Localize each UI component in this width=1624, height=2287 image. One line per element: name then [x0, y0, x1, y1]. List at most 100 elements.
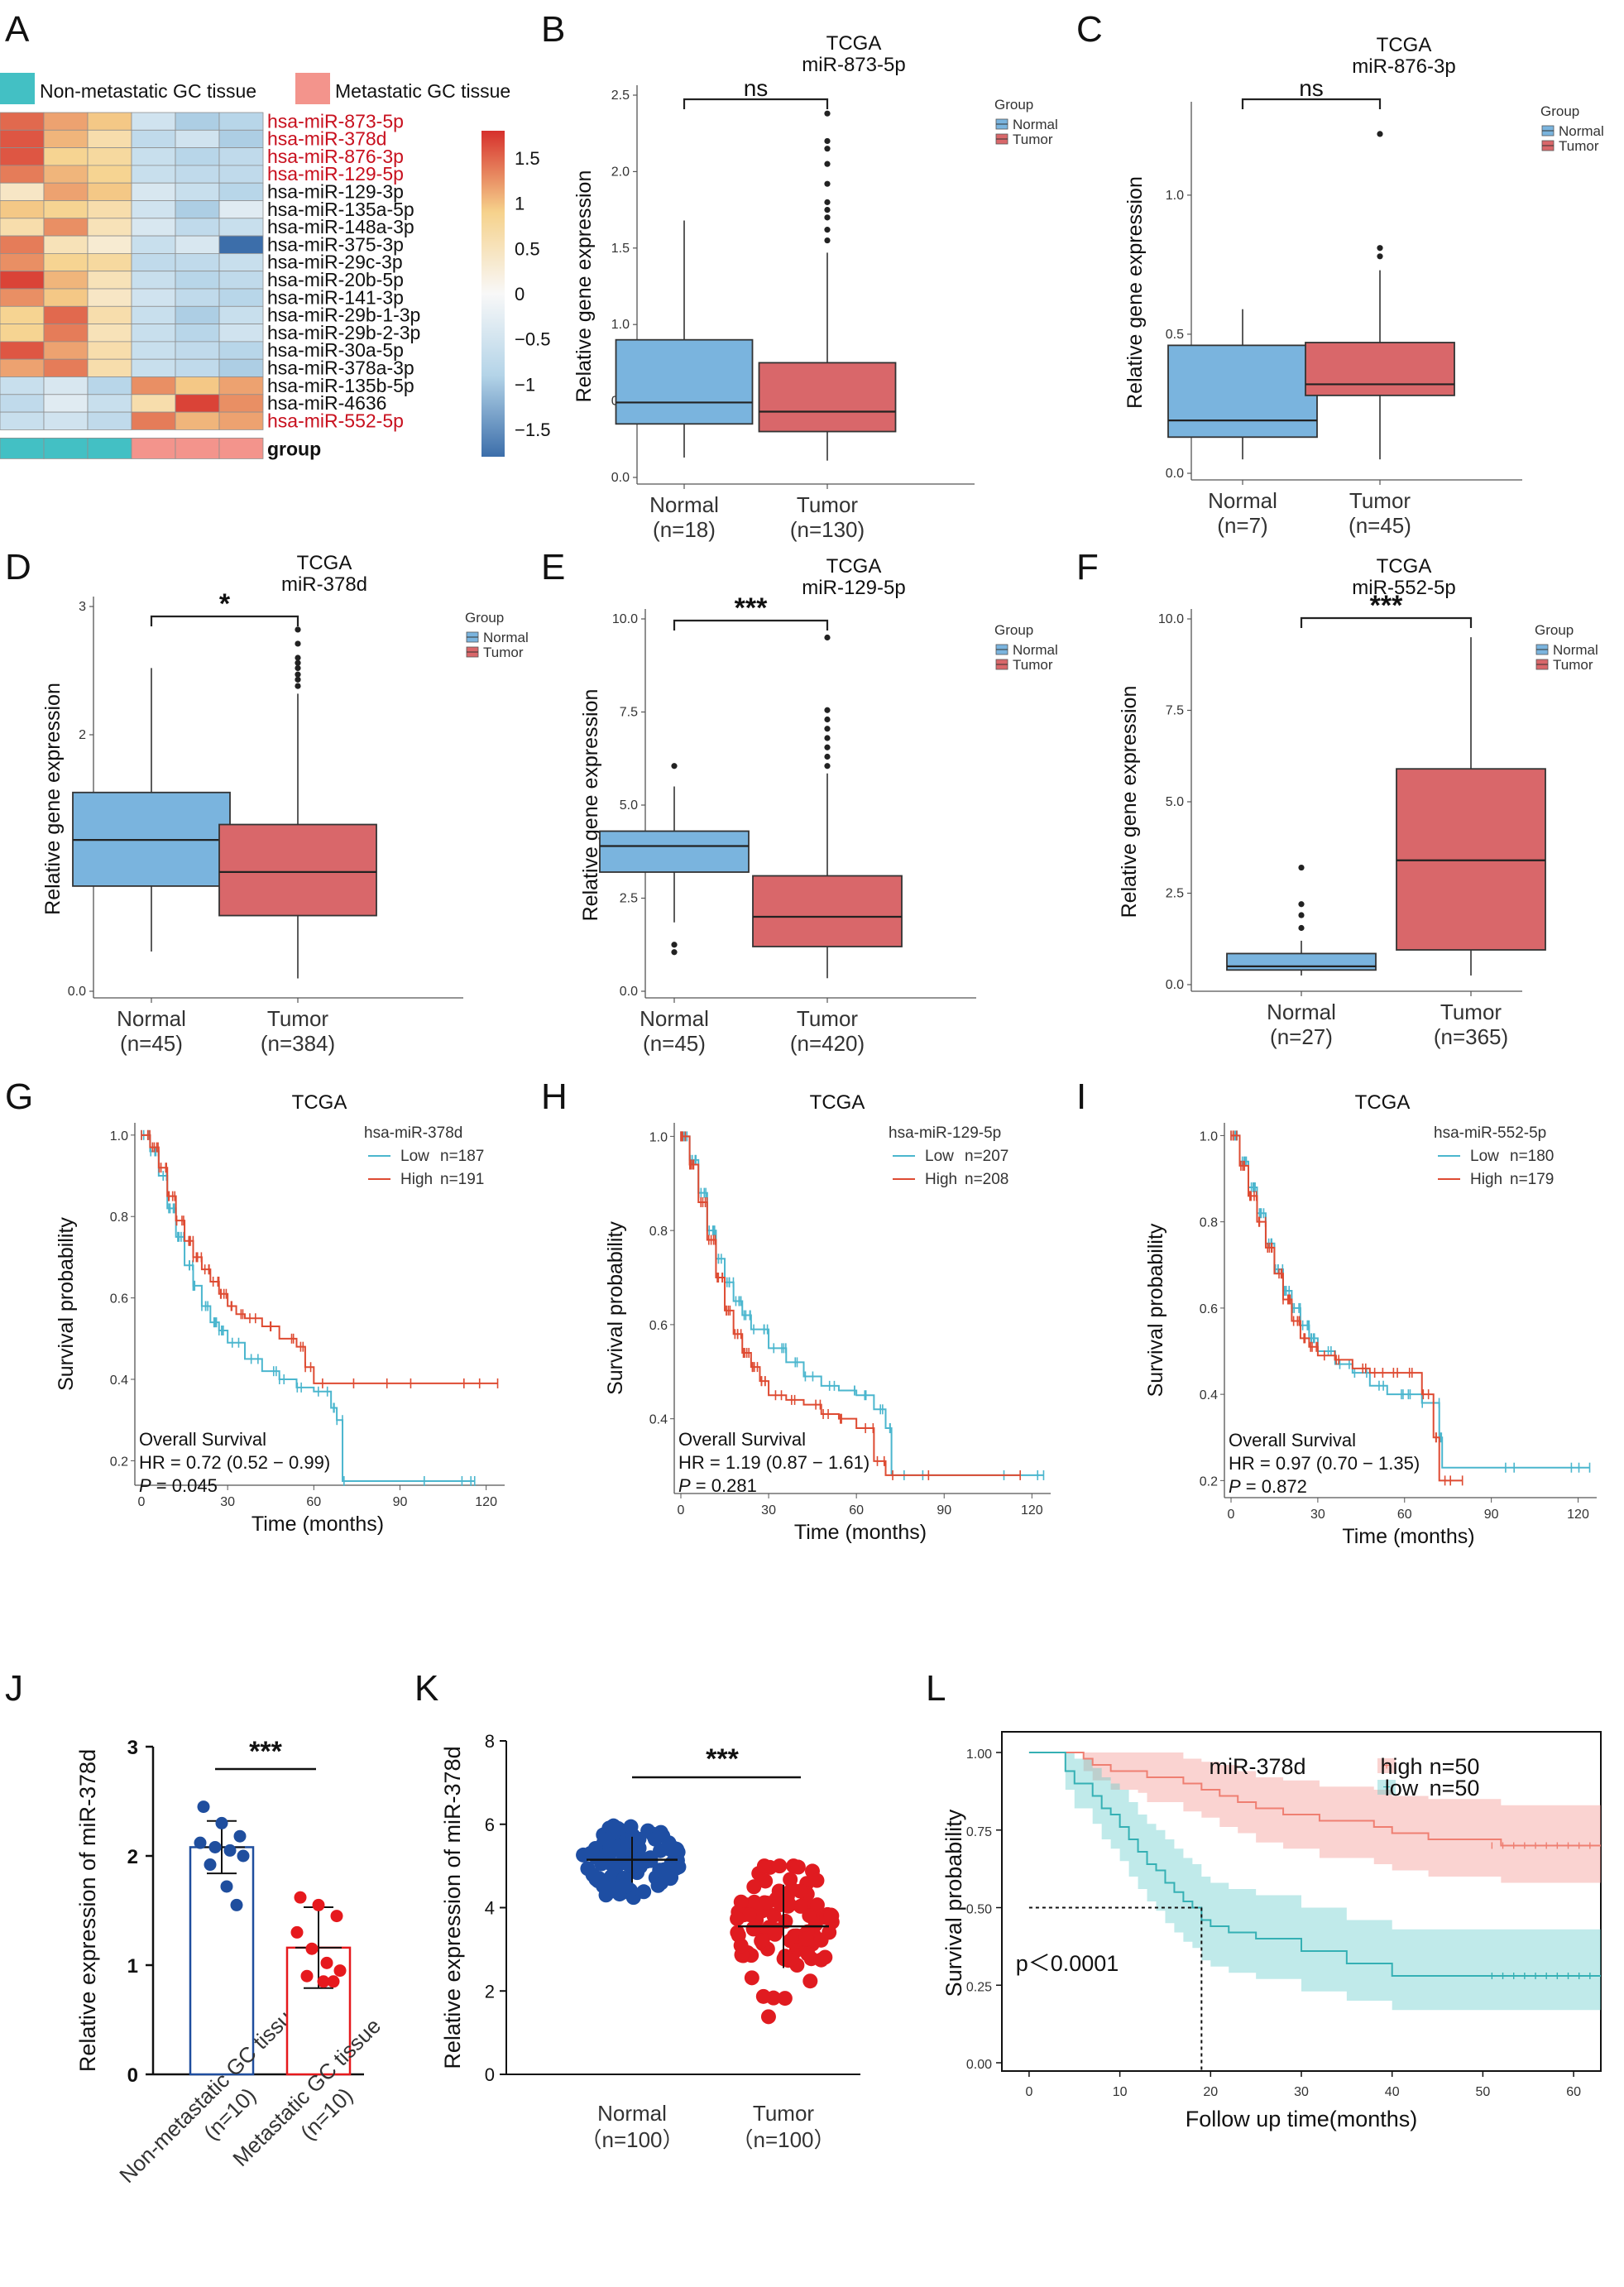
annotation-p-value: P = 0.045	[139, 1475, 218, 1496]
scatter-panel-k: 0 2 4 6 8 Relative expression of miR-378d Norm…	[440, 1731, 860, 2152]
legend-title: Group	[994, 97, 1033, 113]
legend-title: hsa-miR-552-5p	[1434, 1124, 1546, 1142]
heatmap-cell	[0, 200, 45, 219]
x-tick-label: 50	[1475, 2085, 1490, 2099]
heatmap-cell	[218, 129, 264, 149]
data-point	[580, 1861, 596, 1877]
x-tick-label: 40	[1385, 2085, 1400, 2099]
heatmap-cell	[0, 358, 45, 377]
outlier-point	[1298, 864, 1305, 871]
x-tick-label: 90	[393, 1495, 408, 1509]
heatmap-cell	[0, 376, 45, 396]
heatmap-row-label: hsa-miR-29c-3p	[267, 252, 403, 273]
data-point	[666, 1855, 682, 1871]
outlier-point	[1298, 912, 1305, 918]
x-category-n: (n=45)	[643, 1031, 706, 1056]
heatmap-cell	[87, 358, 132, 377]
group-bar-cell	[218, 438, 264, 459]
y-tick-label: 1.0	[1166, 189, 1184, 203]
x-tick-label: 30	[1310, 1508, 1325, 1522]
x-category-n: (n=45)	[1349, 513, 1411, 538]
data-point	[813, 1932, 829, 1948]
data-point	[204, 1858, 217, 1872]
heatmap-cell	[175, 411, 220, 430]
data-point	[290, 1925, 304, 1939]
heatmap-cell	[218, 271, 264, 290]
heatmap-row-label: hsa-miR-135a-5p	[267, 199, 414, 220]
y-tick-label: 1	[127, 1955, 138, 1978]
heatmap-cell	[175, 376, 220, 396]
chart-title: TCGA	[1355, 1091, 1411, 1114]
heatmap-cell	[131, 218, 176, 237]
p-label: P	[1229, 1476, 1241, 1497]
box-normal	[1226, 952, 1377, 971]
significance-label: ns	[1299, 75, 1324, 101]
panel-label-i: I	[1076, 1076, 1086, 1117]
heatmap-cell	[87, 200, 132, 219]
heatmap-cell	[43, 147, 89, 166]
data-point	[215, 1816, 228, 1829]
y-tick-label: 0.0	[620, 985, 638, 999]
x-tick-label: 120	[1021, 1503, 1043, 1517]
data-point	[744, 1970, 759, 1986]
data-point	[767, 1926, 783, 1942]
data-point	[197, 1800, 210, 1814]
heatmap-cell	[87, 411, 132, 430]
heatmap-cell	[43, 305, 89, 324]
panel-label-e: E	[541, 547, 565, 587]
data-point	[230, 1898, 243, 1911]
heatmap-cell	[0, 182, 45, 201]
legend-swatch-metastatic	[295, 73, 330, 104]
data-point	[639, 1853, 654, 1869]
x-tick-label: 90	[1484, 1508, 1499, 1522]
outlier-point	[824, 137, 831, 145]
y-tick-label: 0.2	[1200, 1474, 1218, 1489]
panel-label-a: A	[5, 9, 30, 50]
legend-label-non-metastatic: Non-metastatic GC tissue	[40, 80, 256, 102]
heatmap-cell	[43, 252, 89, 272]
heatmap-row-label: hsa-miR-876-3p	[267, 146, 404, 167]
y-tick-label: 10.0	[612, 612, 638, 626]
significance-bracket	[1300, 616, 1473, 628]
legend-label-low: low	[1385, 1776, 1419, 1800]
km-curve-low	[1028, 1752, 1601, 1977]
heatmap-cell	[0, 305, 45, 324]
heatmap-row-label: hsa-miR-30a-5p	[267, 339, 404, 361]
heatmap-cell	[218, 411, 264, 430]
x-tick-label: 90	[937, 1503, 951, 1517]
y-tick-label: 0.4	[1200, 1388, 1218, 1402]
x-tick-label: 120	[475, 1495, 497, 1509]
outlier-point	[295, 683, 301, 689]
panel-label-h: H	[541, 1076, 568, 1117]
heatmap-cell	[0, 235, 45, 254]
y-tick-label: 0.6	[110, 1292, 128, 1307]
colorbar-tick-label: 1	[515, 194, 525, 214]
y-tick-label: 0.0	[1166, 467, 1184, 481]
y-tick-label: 6	[485, 1815, 495, 1835]
heatmap-cell	[87, 182, 132, 201]
chart-title: TCGA	[297, 552, 352, 574]
y-tick-label: 2	[79, 728, 86, 742]
data-point	[668, 1841, 684, 1857]
y-tick-label: 0.00	[966, 2058, 992, 2072]
heatmap-cell	[87, 376, 132, 396]
heatmap-row-label: hsa-miR-148a-3p	[267, 216, 414, 237]
heatmap-cell	[87, 288, 132, 307]
heatmap-cell	[87, 324, 132, 343]
significance-label: *	[219, 588, 231, 620]
chart-title: TCGA	[826, 32, 882, 55]
data-point	[294, 1891, 307, 1904]
panel-label-c: C	[1076, 9, 1103, 50]
heatmap-cell	[87, 341, 132, 360]
y-tick-label: 3	[79, 600, 86, 614]
heatmap-cell	[218, 147, 264, 166]
legend-label-normal: Normal	[1013, 117, 1058, 132]
outlier-point	[824, 199, 831, 205]
chart-subtitle: miR-378d	[281, 573, 367, 596]
colorbar-tick-label: 0	[515, 284, 525, 304]
chart-title: TCGA	[810, 1091, 865, 1114]
outlier-point	[1377, 131, 1383, 137]
x-category-label: Tumor	[1440, 1000, 1502, 1024]
heatmap-cell	[131, 165, 176, 184]
legend-n-low: n=207	[965, 1148, 1008, 1165]
